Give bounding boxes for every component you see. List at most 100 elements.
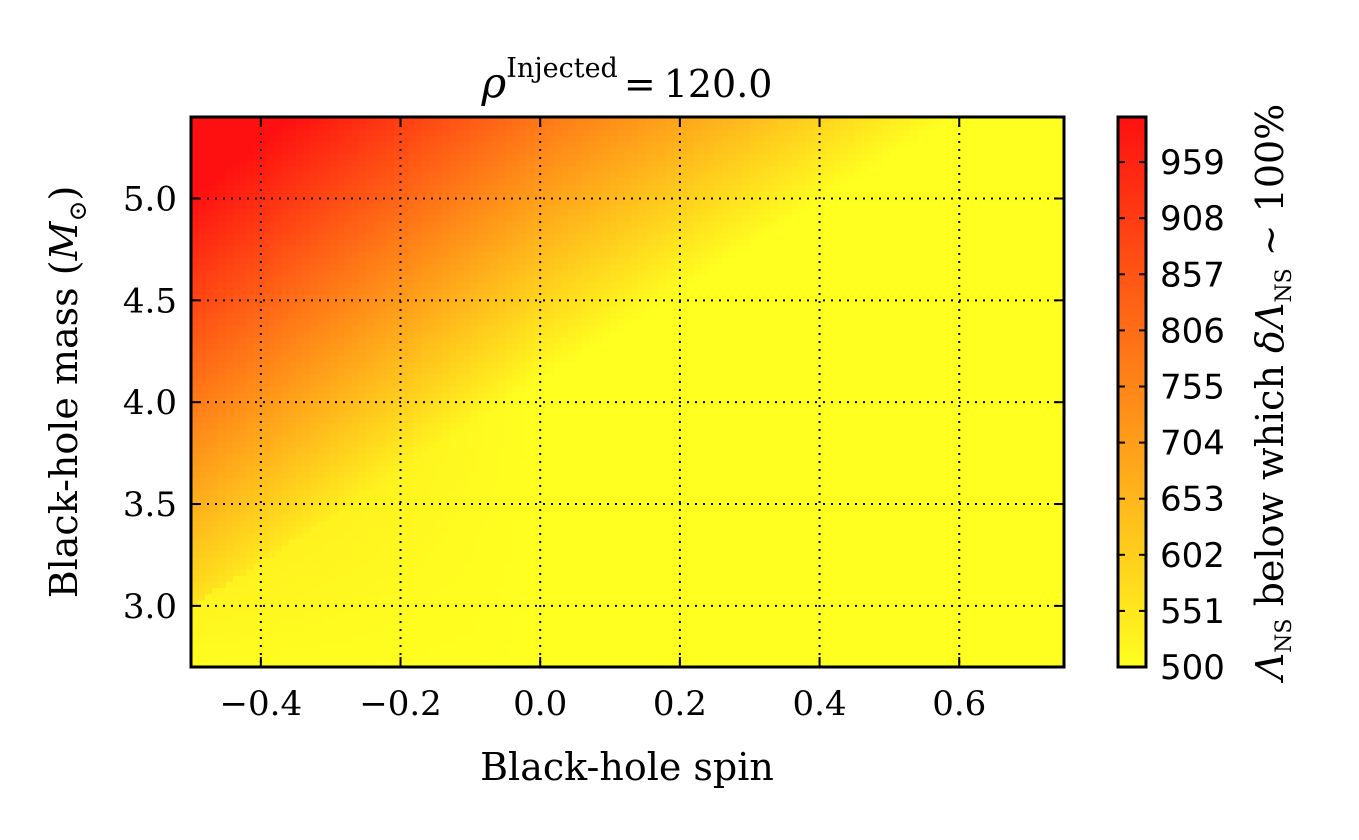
heatmap-cell <box>253 153 262 161</box>
heatmap-cell <box>477 324 485 332</box>
heatmap-cell <box>484 410 492 418</box>
heatmap-cell <box>323 233 332 240</box>
heatmap-cell <box>463 282 471 289</box>
heatmap-cell <box>204 337 213 344</box>
heatmap-cell <box>540 550 548 558</box>
heatmap-cell <box>225 251 234 259</box>
heatmap-cell <box>463 587 471 595</box>
heatmap-cell <box>232 581 241 589</box>
heatmap-cell <box>393 367 402 375</box>
heatmap-cell <box>456 416 464 424</box>
heatmap-cell <box>309 648 318 656</box>
heatmap-cell <box>386 654 395 662</box>
heatmap-cell <box>477 557 485 564</box>
heatmap-cell <box>365 220 374 228</box>
heatmap-cell <box>407 605 416 613</box>
heatmap-cell <box>309 233 318 240</box>
heatmap-cell <box>323 337 332 344</box>
heatmap-cell <box>526 636 534 644</box>
heatmap-cell <box>561 410 569 418</box>
heatmap-cell <box>533 202 541 210</box>
heatmap-cell <box>260 587 269 595</box>
heatmap-cell <box>274 172 283 179</box>
heatmap-cell <box>547 563 555 570</box>
heatmap-cell <box>512 459 520 466</box>
heatmap-cell <box>267 618 276 625</box>
heatmap-cell <box>246 208 255 216</box>
heatmap-cell <box>232 135 241 143</box>
heatmap-cell <box>260 422 269 430</box>
heatmap-cell <box>330 300 339 308</box>
heatmap-cell <box>344 618 353 625</box>
heatmap-cell <box>232 288 241 295</box>
heatmap-cell <box>414 282 423 289</box>
heatmap-cell <box>393 392 402 399</box>
heatmap-cell <box>295 483 304 491</box>
heatmap-cell <box>561 135 569 143</box>
heatmap-cell <box>442 202 450 210</box>
heatmap-cell <box>414 538 423 546</box>
heatmap-cell <box>491 123 499 130</box>
heatmap-cell <box>218 379 227 387</box>
heatmap-cell <box>470 581 478 589</box>
heatmap-cell <box>316 135 325 143</box>
heatmap-cell <box>232 379 241 387</box>
heatmap-cell <box>197 471 206 479</box>
heatmap-cell <box>330 190 339 198</box>
heatmap-cell <box>540 330 548 338</box>
heatmap-cell <box>449 392 457 399</box>
heatmap-cell <box>477 581 485 589</box>
heatmap-cell <box>526 648 534 656</box>
heatmap-cell <box>386 404 395 411</box>
heatmap-cell <box>267 440 276 448</box>
heatmap-cell <box>267 251 276 259</box>
heatmap-cell <box>288 630 297 638</box>
heatmap-cell <box>372 178 381 185</box>
heatmap-cell <box>218 190 227 198</box>
heatmap-cell <box>491 282 499 289</box>
heatmap-cell <box>344 172 353 179</box>
heatmap-cell <box>519 502 527 509</box>
heatmap-cell <box>386 263 395 271</box>
heatmap-cell <box>204 502 213 509</box>
heatmap-cell <box>533 557 541 564</box>
heatmap-cell <box>295 453 304 460</box>
heatmap-cell <box>477 135 485 143</box>
heatmap-cell <box>239 514 248 521</box>
heatmap-cell <box>575 569 583 576</box>
heatmap-cell <box>547 483 555 491</box>
heatmap-cell <box>512 660 520 667</box>
heatmap-cell <box>463 465 471 473</box>
heatmap-cell <box>449 416 457 424</box>
heatmap-cell <box>519 520 527 528</box>
heatmap-cell <box>351 410 360 418</box>
heatmap-cell <box>456 642 464 650</box>
heatmap-cell <box>484 251 492 259</box>
heatmap-cell <box>365 282 374 289</box>
heatmap-cell <box>421 416 430 424</box>
heatmap-cell <box>484 508 492 515</box>
heatmap-cell <box>561 532 569 540</box>
heatmap-cell <box>400 422 409 430</box>
heatmap-cell <box>211 135 220 143</box>
heatmap-cell <box>365 526 374 534</box>
heatmap-cell <box>267 275 276 283</box>
heatmap-cell <box>386 502 395 509</box>
heatmap-cell <box>568 612 576 619</box>
heatmap-cell <box>211 618 220 625</box>
heatmap-cell <box>191 117 199 124</box>
heatmap-cell <box>239 306 248 314</box>
heatmap-cell <box>540 581 548 589</box>
heatmap-cell <box>260 630 269 638</box>
heatmap-cell <box>456 447 464 454</box>
heatmap-cell <box>477 239 485 246</box>
heatmap-cell <box>288 599 297 607</box>
heatmap-cell <box>400 563 409 570</box>
heatmap-cell <box>407 404 416 411</box>
heatmap-cell <box>435 367 444 375</box>
heatmap-cell <box>239 373 248 381</box>
heatmap-cell <box>456 117 464 124</box>
heatmap-cell <box>435 294 444 301</box>
heatmap-cell <box>197 544 206 552</box>
heatmap-cell <box>526 660 534 667</box>
